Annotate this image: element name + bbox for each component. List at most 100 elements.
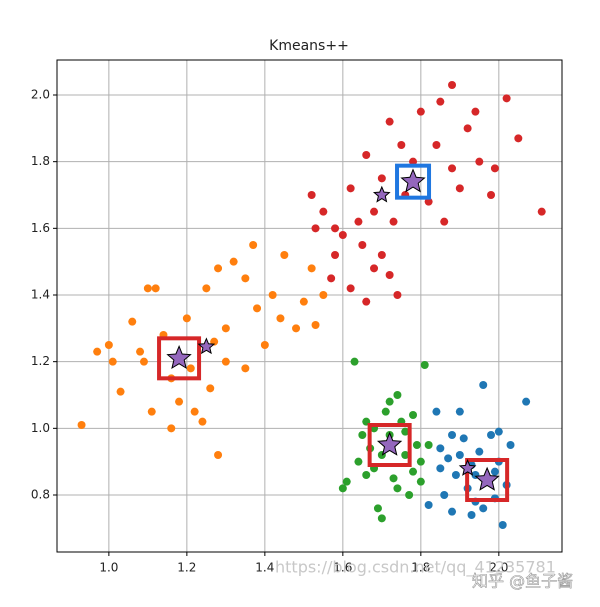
point [249, 241, 258, 249]
point [362, 297, 371, 306]
point [143, 284, 152, 293]
point [221, 357, 230, 366]
point [358, 431, 367, 439]
point [190, 407, 199, 416]
plot-frame [56, 59, 563, 553]
chart-title: Kmeans++ [269, 38, 349, 54]
point [377, 514, 386, 523]
point [451, 471, 460, 479]
y-tick-label: 2.0 [31, 88, 50, 102]
y-tick-label: 1.2 [31, 354, 50, 368]
y-tick-label: 1.6 [31, 221, 50, 235]
point [116, 387, 125, 396]
point [338, 484, 347, 493]
point [93, 347, 102, 356]
point [514, 134, 523, 143]
point [128, 317, 137, 326]
point [377, 174, 386, 183]
point [362, 471, 371, 479]
point [151, 284, 160, 293]
x-tick-label: 2.0 [489, 561, 508, 575]
point [370, 207, 379, 216]
point [405, 491, 414, 499]
point [136, 347, 145, 356]
point [475, 157, 484, 166]
point [420, 361, 429, 369]
point [424, 441, 433, 449]
point [147, 407, 156, 416]
point [327, 274, 336, 283]
point [260, 341, 269, 349]
point [502, 94, 511, 103]
point [393, 291, 402, 299]
point [459, 434, 468, 443]
point [346, 284, 355, 293]
point [307, 264, 316, 273]
y-tick-label: 1.8 [31, 154, 50, 168]
point [436, 444, 445, 453]
point [214, 451, 223, 459]
point [385, 117, 394, 126]
x-tick-label: 1.8 [411, 561, 430, 575]
point [432, 141, 441, 149]
point [412, 441, 421, 449]
x-tick-label: 1.0 [99, 561, 118, 575]
point [455, 451, 464, 459]
watermark: https://blog.csdn.net/qq_41235781 [275, 558, 556, 578]
point [331, 224, 340, 233]
point [389, 474, 398, 483]
point [381, 407, 390, 416]
point [311, 224, 320, 233]
center-box [465, 458, 510, 502]
point [307, 191, 316, 199]
point [221, 324, 230, 333]
point [416, 477, 425, 486]
point [198, 417, 207, 426]
point [397, 141, 406, 149]
centroid-star [400, 168, 426, 193]
point [448, 164, 457, 173]
point [537, 207, 546, 216]
point [77, 421, 86, 429]
point [389, 217, 398, 226]
point [280, 251, 289, 259]
point [490, 164, 499, 173]
point [182, 314, 191, 323]
point [487, 431, 496, 439]
point [471, 107, 480, 116]
point [338, 231, 347, 239]
point [385, 271, 394, 279]
centroid-star [197, 337, 216, 355]
point [448, 507, 457, 516]
point [377, 251, 386, 259]
centroid-star [474, 466, 500, 491]
point [229, 257, 238, 266]
point [448, 431, 457, 439]
centroid-star [458, 458, 477, 476]
point [440, 217, 449, 226]
point [393, 484, 402, 493]
point [299, 297, 308, 306]
point [432, 407, 441, 416]
point [455, 184, 464, 193]
center-box [157, 336, 202, 381]
point [362, 151, 371, 159]
point [463, 124, 472, 133]
point [175, 397, 184, 406]
point [506, 441, 515, 449]
point [401, 427, 410, 436]
point [186, 364, 195, 373]
point [206, 384, 215, 393]
point [167, 424, 176, 433]
point [494, 427, 503, 436]
point [241, 364, 250, 373]
point [354, 457, 363, 466]
y-tick-label: 1.4 [31, 288, 50, 302]
x-tick-label: 1.6 [333, 561, 352, 575]
point [385, 397, 394, 406]
point [311, 321, 320, 329]
point [409, 467, 418, 476]
point [490, 467, 499, 476]
point [479, 381, 488, 389]
point [401, 451, 410, 459]
